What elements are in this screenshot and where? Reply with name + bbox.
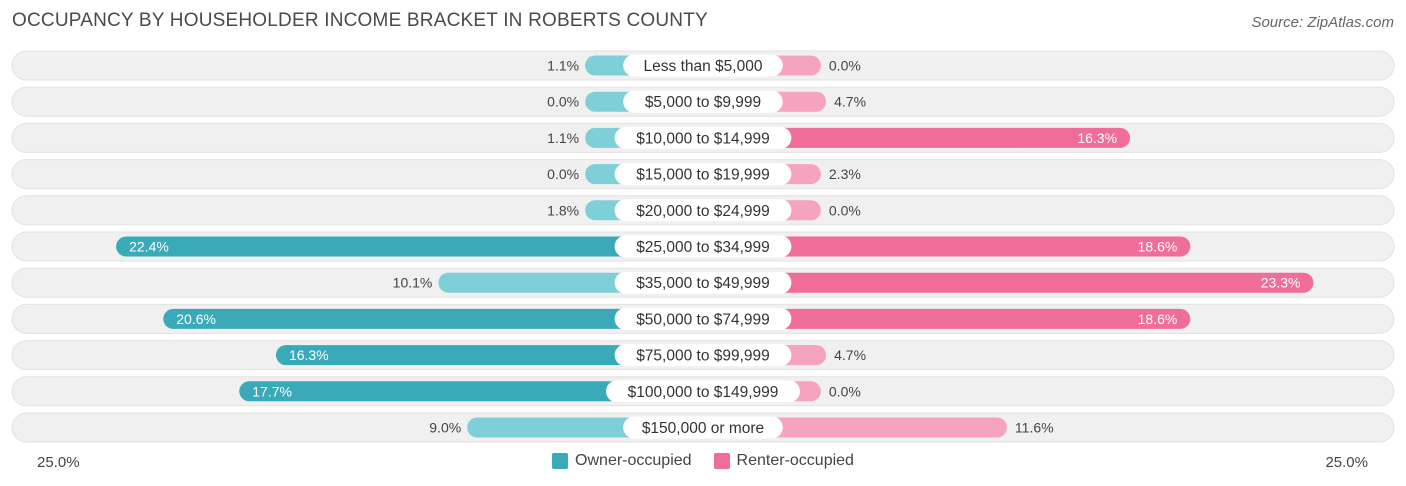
renter-value-label: 18.6% [1138,311,1178,327]
legend-swatch-renter [713,453,730,469]
category-pill [614,126,792,149]
category-pill [614,163,792,186]
owner-value-label: 22.4% [129,239,169,255]
renter-value-label: 18.6% [1138,239,1178,255]
category-label: $50,000 to $74,999 [636,311,770,328]
category-label: $10,000 to $14,999 [636,130,770,147]
owner-value-label: 10.1% [393,275,433,291]
legend-label-renter: Renter-occupied [736,452,854,469]
renter-bar [703,308,1191,329]
renter-value-label: 0.0% [829,58,861,74]
renter-value-label: 0.0% [829,383,861,399]
category-pill [614,271,792,294]
owner-value-label: 1.1% [547,130,579,146]
category-pill [623,416,783,439]
renter-value-label: 11.6% [1015,420,1054,436]
owner-value-label: 17.7% [252,383,292,399]
chart-row: 10.1% 23.3% $35,000 to $49,999 [11,267,1395,298]
owner-value-label: 0.0% [547,166,579,182]
axis-right-label: 25.0% [1325,454,1368,471]
chart-row: 20.6% 18.6% $50,000 to $74,999 [11,303,1395,334]
renter-bar [703,236,1191,257]
source-credit: Source: ZipAtlas.com [1251,14,1394,31]
renter-bar [703,272,1314,293]
chart-title: OCCUPANCY BY HOUSEHOLDER INCOME BRACKET … [12,10,708,31]
category-pill [606,380,800,403]
renter-value-label: 23.3% [1261,275,1301,291]
axis-left-label: 25.0% [37,454,80,471]
renter-value-label: 4.7% [834,347,866,363]
owner-value-label: 20.6% [176,311,216,327]
category-pill [614,307,792,330]
owner-bar [116,236,704,257]
category-pill [614,199,792,222]
renter-value-label: 4.7% [834,94,866,110]
chart-row: 0.0% 4.7% $5,000 to $9,999 [11,86,1395,117]
owner-value-label: 16.3% [289,347,329,363]
owner-bar [163,308,703,329]
category-label: $100,000 to $149,999 [628,384,779,401]
renter-value-label: 2.3% [829,166,861,182]
category-label: $15,000 to $19,999 [636,167,770,184]
category-pill [614,235,792,258]
chart-row: 1.1% 0.0% Less than $5,000 [11,50,1395,81]
renter-value-label: 16.3% [1077,130,1117,146]
chart-row: 9.0% 11.6% $150,000 or more [11,412,1395,443]
chart-row: 22.4% 18.6% $25,000 to $34,999 [11,231,1395,262]
owner-value-label: 9.0% [429,420,461,436]
renter-bar [703,127,1131,148]
legend-item-renter: Renter-occupied [713,452,854,470]
category-label: $35,000 to $49,999 [636,275,770,292]
diverging-bar-chart: 1.1% 0.0% Less than $5,000 0.0% 4.7% $5,000 t… [11,50,1395,443]
chart-row: 0.0% 2.3% $15,000 to $19,999 [11,159,1395,190]
chart-row: 1.8% 0.0% $20,000 to $24,999 [11,195,1395,226]
category-label: $150,000 or more [642,420,764,437]
chart-row: 1.1% 16.3% $10,000 to $14,999 [11,122,1395,153]
category-label: Less than $5,000 [644,58,763,75]
category-label: $25,000 to $34,999 [636,239,770,256]
chart-row: 16.3% 4.7% $75,000 to $99,999 [11,340,1395,371]
legend-swatch-owner [552,453,569,469]
category-pill [623,90,783,113]
legend-label-owner: Owner-occupied [575,452,692,469]
category-pill [614,344,792,367]
owner-value-label: 1.1% [547,58,579,74]
owner-bar [275,345,703,366]
legend-item-owner: Owner-occupied [552,452,692,470]
category-label: $5,000 to $9,999 [645,94,761,111]
chart-row: 17.7% 0.0% $100,000 to $149,999 [11,376,1395,407]
renter-value-label: 0.0% [829,202,861,218]
owner-value-label: 1.8% [547,202,579,218]
category-label: $20,000 to $24,999 [636,203,770,220]
category-pill [623,54,783,77]
legend: Owner-occupied Renter-occupied [0,452,1406,470]
owner-bar [239,381,703,402]
owner-value-label: 0.0% [547,94,579,110]
category-label: $75,000 to $99,999 [636,348,770,365]
